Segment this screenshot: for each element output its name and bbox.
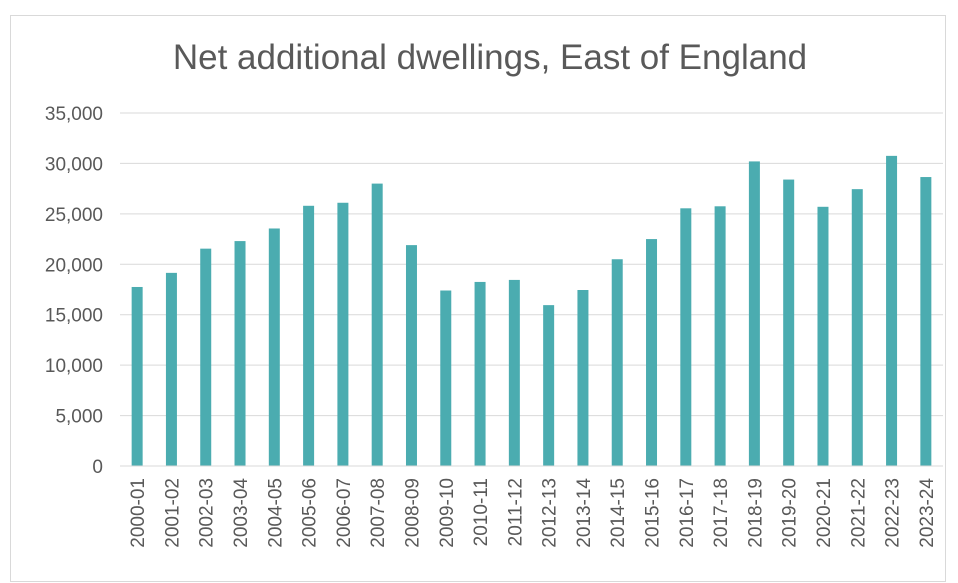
bar <box>851 189 863 466</box>
y-tick-label: 30,000 <box>45 154 103 175</box>
y-tick-label: 15,000 <box>45 306 103 327</box>
y-tick-label: 20,000 <box>45 255 103 276</box>
x-tick-label: 2016-17 <box>677 478 698 548</box>
y-tick-label: 25,000 <box>45 205 103 226</box>
bar <box>165 272 177 466</box>
x-tick-label: 2015-16 <box>643 478 664 548</box>
bar <box>131 286 143 466</box>
bars <box>131 155 932 467</box>
bar <box>508 279 520 466</box>
bar <box>611 259 623 466</box>
bar <box>234 241 246 466</box>
chart-title: Net additional dwellings, East of Englan… <box>172 38 808 77</box>
bar <box>680 208 692 466</box>
y-tick-label: 5,000 <box>55 407 103 428</box>
x-tick-label: 2020-21 <box>814 478 835 548</box>
y-tick-label: 0 <box>92 457 103 478</box>
bar <box>371 183 383 466</box>
bar <box>817 206 829 466</box>
y-tick-label: 10,000 <box>45 356 103 377</box>
gridlines <box>120 112 943 417</box>
x-tick-label: 2006-07 <box>334 478 355 548</box>
x-axis-ticks: 2000-01 2001-02 2002-03 2003-04 2004-05 2005-… <box>128 478 938 548</box>
bar <box>920 177 932 466</box>
x-tick-label: 2017-18 <box>711 478 732 548</box>
x-tick-label: 2019-20 <box>780 478 801 548</box>
x-tick-label: 2000-01 <box>128 478 149 548</box>
bar <box>405 245 417 466</box>
y-tick-label: 35,000 <box>45 104 103 125</box>
x-tick-label: 2005-06 <box>300 478 321 548</box>
x-tick-label: 2021-22 <box>848 478 869 548</box>
bar <box>748 161 760 466</box>
bar <box>268 228 280 466</box>
x-tick-label: 2010-11 <box>471 478 492 546</box>
bar <box>200 248 212 466</box>
bar <box>474 281 486 466</box>
x-tick-label: 2011-12 <box>505 478 526 546</box>
bar <box>577 290 589 466</box>
bar <box>646 239 658 466</box>
bar <box>337 202 349 466</box>
bar <box>886 155 898 466</box>
x-tick-label: 2018-19 <box>745 478 766 548</box>
x-tick-label: 2001-02 <box>162 478 183 548</box>
bar <box>714 206 726 467</box>
x-tick-label: 2012-13 <box>540 478 561 548</box>
x-tick-label: 2022-23 <box>883 478 904 548</box>
x-tick-label: 2023-24 <box>917 478 938 548</box>
x-tick-label: 2014-15 <box>608 478 629 548</box>
x-tick-label: 2013-14 <box>574 478 595 548</box>
y-axis-ticks: 0 5,000 10,000 15,000 20,000 25,000 30,000 35,0… <box>45 104 103 478</box>
bar <box>440 290 452 466</box>
bar <box>543 305 555 466</box>
bar <box>303 205 315 466</box>
x-tick-label: 2002-03 <box>197 478 218 548</box>
x-tick-label: 2003-04 <box>231 478 252 548</box>
x-tick-label: 2007-08 <box>368 478 389 548</box>
x-tick-label: 2008-09 <box>402 478 423 548</box>
bar <box>783 179 795 466</box>
x-tick-label: 2004-05 <box>265 478 286 548</box>
x-tick-label: 2009-10 <box>437 478 458 548</box>
